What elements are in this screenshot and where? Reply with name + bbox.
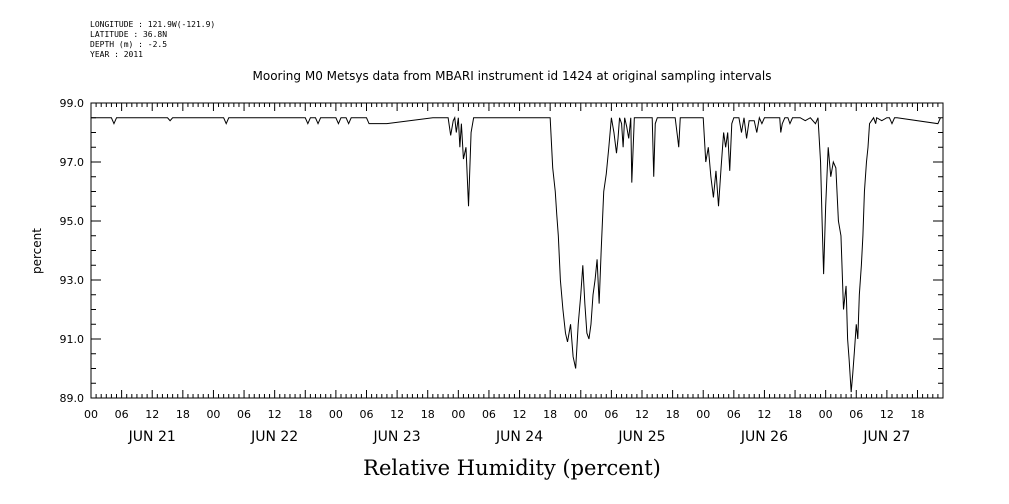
y-tick-label: 93.0 (60, 274, 85, 287)
x-tick-label: 12 (513, 408, 527, 421)
y-tick-label: 99.0 (60, 97, 85, 110)
x-tick-label: 12 (635, 408, 649, 421)
x-tick-label: 18 (666, 408, 680, 421)
y-tick-label: 89.0 (60, 392, 85, 405)
x-tick-label: 00 (206, 408, 220, 421)
x-tick-label: 00 (696, 408, 710, 421)
day-label: JUN 24 (495, 429, 543, 445)
x-tick-label: 18 (421, 408, 435, 421)
day-label: JUN 23 (373, 429, 421, 445)
day-label: JUN 25 (617, 429, 665, 445)
x-tick-labels: 00 06 12 18 00 06 12 18 00 06 12 18 00 06 12 18 00 06 12 18… (84, 408, 924, 421)
x-axis-label: Relative Humidity (percent) (363, 456, 661, 480)
x-tick-label: 12 (880, 408, 894, 421)
x-tick-label: 12 (757, 408, 771, 421)
y-tick-label: 97.0 (60, 156, 85, 169)
x-tick-label: 06 (237, 408, 251, 421)
x-tick-label: 06 (604, 408, 618, 421)
tick-marks (90, 102, 944, 399)
x-tick-label: 18 (788, 408, 802, 421)
y-tick-label: 91.0 (60, 333, 85, 346)
x-tick-label: 00 (329, 408, 343, 421)
x-tick-label: 00 (574, 408, 588, 421)
metadata-block: LONGITUDE : 121.9W(-121.9) LATITUDE : 36… (90, 20, 215, 60)
x-tick-label: 06 (359, 408, 373, 421)
longitude-text: LONGITUDE : 121.9W(-121.9) (90, 20, 216, 29)
day-label: JUN 27 (862, 429, 910, 445)
day-label: JUN 21 (128, 429, 176, 445)
x-tick-label: 18 (910, 408, 924, 421)
x-tick-label: 06 (727, 408, 741, 421)
chart-title: Mooring M0 Metsys data from MBARI instru… (253, 69, 772, 83)
x-tick-label: 00 (451, 408, 465, 421)
y-tick-label: 95.0 (60, 215, 85, 228)
x-tick-label: 12 (390, 408, 404, 421)
day-label: JUN 26 (740, 429, 788, 445)
humidity-series-line (91, 116, 941, 393)
x-tick-label: 00 (819, 408, 833, 421)
x-tick-label: 06 (115, 408, 129, 421)
x-tick-label: 00 (84, 408, 98, 421)
x-tick-label: 18 (298, 408, 312, 421)
day-labels: JUN 21 JUN 22 JUN 23 JUN 24 JUN 25 JUN 26 JUN … (128, 429, 911, 445)
x-tick-label: 06 (849, 408, 863, 421)
x-tick-label: 18 (176, 408, 190, 421)
year-text: YEAR : 2011 (90, 50, 143, 59)
x-tick-label: 06 (482, 408, 496, 421)
depth-text: DEPTH (m) : -2.5 (90, 40, 168, 49)
day-label: JUN 22 (250, 429, 298, 445)
latitude-text: LATITUDE : 36.8N (90, 30, 168, 39)
x-tick-label: 18 (543, 408, 557, 421)
x-tick-label: 12 (145, 408, 159, 421)
y-tick-labels: 89.0 91.0 93.0 95.0 97.0 99.0 (60, 97, 85, 405)
y-axis-label: percent (30, 228, 44, 274)
plot-frame (90, 102, 944, 399)
x-tick-label: 12 (268, 408, 282, 421)
